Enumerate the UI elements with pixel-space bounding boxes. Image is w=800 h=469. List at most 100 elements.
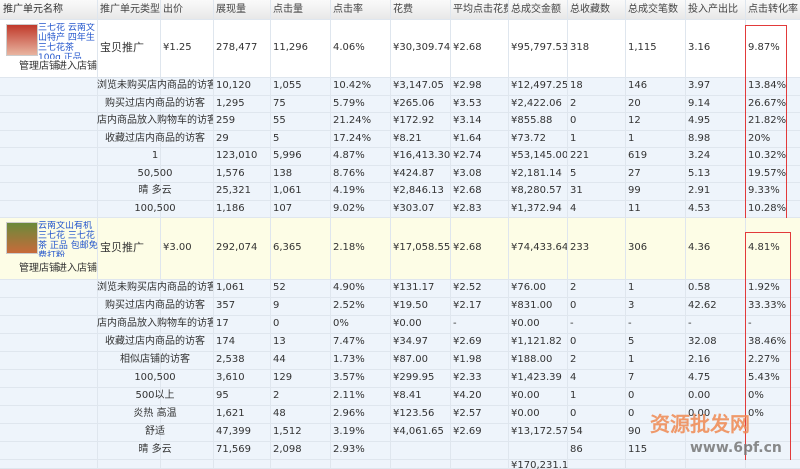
segment-cell: 20 (628, 97, 641, 109)
column-divider (270, 148, 271, 166)
column-divider (97, 20, 98, 78)
segment-cell: ¥2,181.14 (511, 167, 562, 179)
column-divider (213, 148, 214, 166)
column-divider (625, 130, 626, 148)
column-divider (567, 183, 568, 201)
segment-cell: - (628, 318, 632, 329)
column-divider (390, 442, 391, 460)
column-divider (160, 148, 161, 166)
column-header[interactable]: 总收藏数 (570, 4, 610, 15)
column-divider (213, 280, 214, 298)
column-divider (390, 352, 391, 370)
segment-cell: 2.27% (748, 354, 780, 365)
segment-label: 收藏过店内商品的访客 (105, 132, 205, 144)
column-divider (567, 95, 568, 113)
column-divider (97, 460, 98, 469)
column-divider (567, 200, 568, 218)
column-header[interactable]: 花费 (393, 4, 413, 15)
column-header[interactable]: 平均点击花费 (453, 4, 508, 15)
column-divider (685, 298, 686, 316)
segment-cell: ¥3.53 (453, 97, 482, 109)
column-divider (567, 442, 568, 460)
segment-cell: ¥2.17 (453, 300, 482, 311)
column-divider (97, 424, 98, 442)
column-divider (508, 388, 509, 406)
unit-action[interactable]: 管理店铺 (19, 263, 59, 274)
column-header[interactable]: 总成交金额 (511, 4, 561, 15)
unit-action[interactable]: 进入店铺 (57, 61, 97, 72)
column-divider (270, 130, 271, 148)
column-divider (97, 388, 98, 406)
segment-cell: ¥2.69 (453, 426, 482, 437)
column-header[interactable]: 投入产出比 (688, 4, 738, 15)
column-divider (567, 113, 568, 131)
column-divider (213, 388, 214, 406)
segment-cell: 0 (570, 300, 577, 311)
column-header[interactable]: 点击量 (273, 4, 303, 15)
column-divider (567, 388, 568, 406)
segment-cell: ¥0.00 (511, 408, 540, 419)
column-divider (508, 334, 509, 352)
column-divider (567, 424, 568, 442)
column-divider (450, 218, 451, 280)
column-header[interactable]: 展现量 (216, 4, 246, 15)
segment-cell: ¥3.14 (453, 115, 482, 126)
column-header[interactable]: 点击率 (333, 4, 363, 15)
column-divider (97, 113, 98, 131)
segment-label: 1 (151, 150, 159, 161)
column-divider (508, 406, 509, 424)
column-divider (685, 0, 686, 20)
column-divider (567, 280, 568, 298)
column-header[interactable]: 点击转化率 (748, 4, 798, 15)
column-header[interactable]: 总成交笔数 (628, 4, 678, 15)
column-divider (213, 183, 214, 201)
segment-cell: 2 (570, 354, 577, 365)
segment-cell: 90 (628, 426, 641, 437)
column-divider (685, 78, 686, 96)
column-divider (270, 406, 271, 424)
segment-cell: 13.84% (748, 80, 787, 91)
column-divider (390, 370, 391, 388)
unit-name[interactable]: 云南文山有机三七花 三七花茶 正品 包邮免费打粉 (38, 221, 98, 257)
segment-cell: ¥34.97 (393, 336, 428, 347)
segment-cell: ¥1,121.82 (511, 336, 562, 347)
unit-action[interactable]: 进入店铺 (57, 263, 97, 274)
column-divider (160, 316, 161, 334)
segment-row (0, 78, 800, 96)
column-divider (97, 130, 98, 148)
segment-label: 晴 多云 (138, 444, 172, 455)
column-divider (685, 316, 686, 334)
column-divider (685, 218, 686, 280)
segment-cell: 52 (273, 282, 286, 293)
segment-cell: 5,996 (273, 150, 302, 161)
unit-cell: 2.18% (333, 242, 365, 253)
column-divider (270, 352, 271, 370)
segment-cell: ¥172.92 (393, 115, 435, 126)
segment-label: 购买过店内商品的访客 (105, 97, 205, 109)
segment-cell: ¥53,145.00 (511, 150, 567, 161)
column-divider (330, 165, 331, 183)
segment-cell: 2 (570, 97, 577, 109)
column-divider (330, 130, 331, 148)
segment-cell: 2.52% (333, 300, 365, 311)
segment-cell: 75 (273, 97, 286, 109)
segment-cell: 1.92% (748, 282, 780, 293)
segment-row (0, 95, 800, 113)
column-divider (160, 424, 161, 442)
segment-cell: ¥131.17 (393, 282, 435, 293)
segment-cell: 47,399 (216, 426, 251, 437)
segment-cell: ¥2.83 (453, 202, 482, 214)
watermark-url: www.6pf.cn (690, 440, 782, 456)
column-divider (450, 298, 451, 316)
unit-name[interactable]: 三七花 云南文山特产 四年生三七花茶 100g 正品 (38, 23, 95, 59)
column-divider (160, 298, 161, 316)
column-header: 出价 (163, 4, 183, 15)
segment-cell: 2,538 (216, 354, 245, 365)
unit-action[interactable]: 管理店铺 (19, 61, 59, 72)
segment-row (0, 316, 800, 334)
segment-cell: 174 (216, 336, 236, 347)
segment-cell: 2 (273, 390, 280, 401)
column-divider (213, 334, 214, 352)
column-divider (270, 424, 271, 442)
segment-cell: 3,610 (216, 372, 245, 383)
